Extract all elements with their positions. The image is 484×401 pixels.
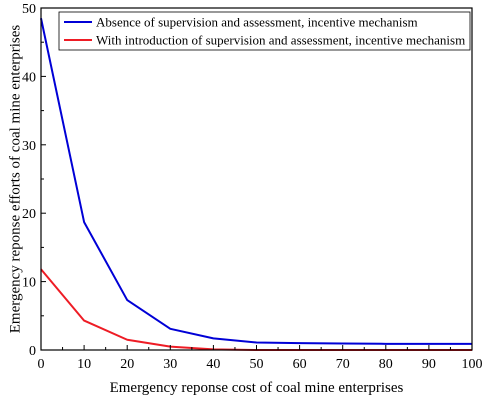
y-tick-label: 50 [22,2,36,17]
x-tick-label: 70 [336,357,350,372]
legend-label-series-1: With introduction of supervision and ass… [96,33,465,48]
y-tick-label: 0 [29,344,36,359]
legend-box [58,11,471,51]
series-line-1 [40,268,472,351]
y-tick-label: 20 [22,207,36,222]
series-layer [40,18,473,351]
series-line-0 [40,18,472,345]
x-axis: 0 10 20 30 40 50 60 70 80 90 100 [38,345,483,372]
plot-frame [40,7,473,351]
y-tick-label: 10 [22,276,36,291]
x-tick-label: 10 [77,357,91,372]
y-tick-label: 40 [22,70,36,85]
x-tick-label: 100 [462,357,483,372]
x-axis-label: Emergency reponse cost of coal mine ente… [110,380,404,396]
x-tick-label: 40 [206,357,220,372]
x-tick-label: 80 [379,357,393,372]
x-tick-label: 50 [250,357,264,372]
y-axis: 0 10 20 30 40 50 [22,2,46,359]
x-tick-label: 0 [38,357,45,372]
x-tick-label: 90 [422,357,436,372]
y-axis-label: Emergency reponse efforts of coal mine e… [7,25,23,334]
y-tick-label: 30 [22,139,36,154]
legend: Absence of supervision and assessment, i… [58,11,471,51]
x-tick-label: 20 [120,357,134,372]
legend-label-series-0: Absence of supervision and assessment, i… [96,15,418,30]
x-tick-label: 30 [163,357,177,372]
x-tick-label: 60 [293,357,307,372]
